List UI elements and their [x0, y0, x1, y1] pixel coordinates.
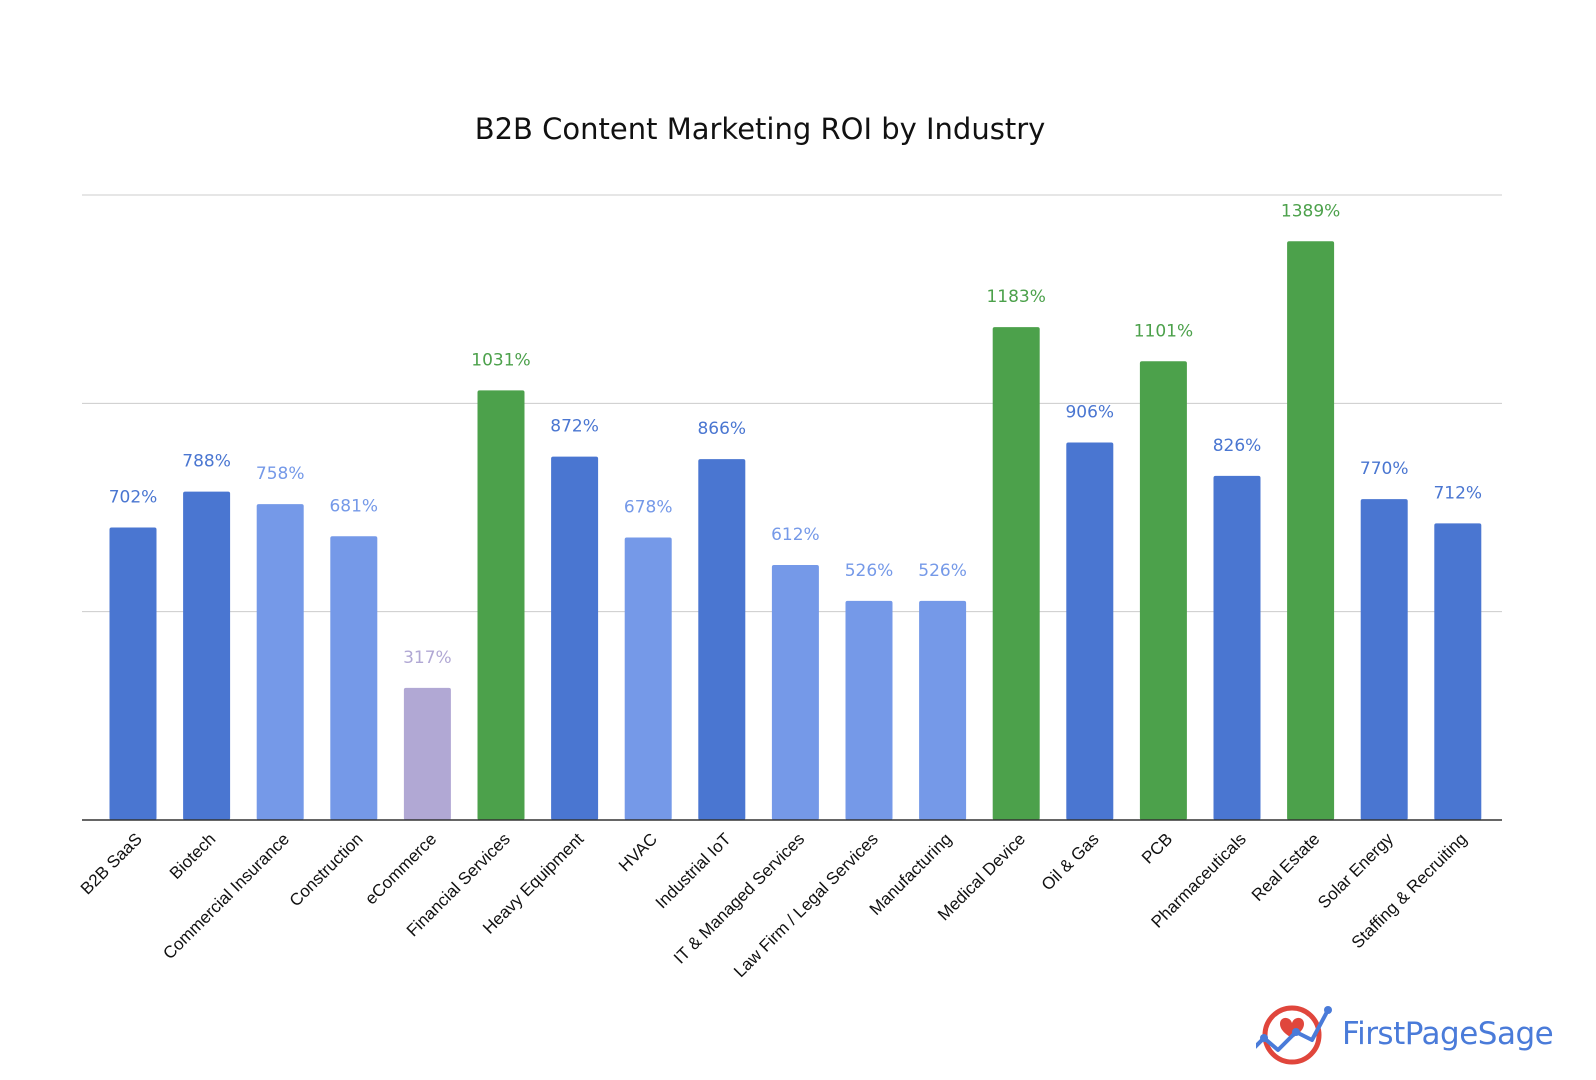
logo-dot [1324, 1006, 1332, 1014]
bar [771, 565, 819, 820]
bar-value-label: 712% [1433, 483, 1482, 503]
bar-value-label: 317% [403, 648, 452, 668]
category-label: Biotech [166, 829, 220, 883]
bar [919, 600, 967, 820]
bar-value-label: 1101% [1134, 321, 1193, 341]
bar [992, 327, 1040, 820]
bar [256, 504, 304, 820]
bar-value-label: 1389% [1281, 201, 1340, 221]
bar-value-label: 1183% [986, 287, 1045, 307]
category-label: HVAC [615, 829, 661, 875]
category-label: Oil & Gas [1038, 829, 1103, 894]
bar-value-label: 681% [329, 496, 378, 516]
bar [403, 687, 451, 820]
bar-value-label: 612% [771, 525, 820, 545]
bar [477, 390, 525, 820]
chart-title: B2B Content Marketing ROI by Industry [474, 112, 1046, 146]
category-label: eCommerce [361, 829, 440, 908]
bar-value-label: 1031% [471, 350, 530, 370]
category-label: Commercial Insurance [159, 829, 293, 963]
bar-value-label: 906% [1065, 403, 1114, 423]
category-label: B2B SaaS [77, 829, 146, 898]
bar-value-label: 526% [845, 561, 894, 581]
bar [1139, 361, 1187, 820]
bar-value-label: 866% [697, 419, 746, 439]
bar [845, 600, 893, 820]
bar [624, 537, 672, 820]
bar-value-label: 526% [918, 561, 967, 581]
logo-dot [1260, 1034, 1268, 1042]
category-label: Real Estate [1248, 829, 1324, 905]
bar [1066, 442, 1114, 820]
category-label: PCB [1138, 829, 1176, 867]
category-label: Industrial IoT [652, 829, 735, 912]
bar-value-label: 872% [550, 417, 599, 437]
bar-value-label: 788% [182, 452, 231, 472]
bar [698, 459, 746, 820]
bar [551, 456, 599, 820]
bar-value-label: 702% [109, 488, 158, 508]
bars [109, 241, 1482, 820]
bar [1287, 241, 1335, 820]
bar-value-label: 770% [1360, 459, 1409, 479]
bar [109, 527, 157, 820]
bar-value-label: 758% [256, 464, 305, 484]
category-label: IT & Managed Services [670, 829, 808, 967]
firstpagesage-logo-icon [1256, 1005, 1332, 1065]
category-label: Law Firm / Legal Services [730, 829, 882, 981]
bar [1360, 499, 1408, 820]
bar-value-label: 826% [1213, 436, 1262, 456]
logo-dot [1292, 1028, 1300, 1036]
bar-value-label: 678% [624, 498, 673, 518]
bar [1213, 475, 1261, 820]
bar [1434, 523, 1482, 820]
bar [330, 536, 378, 820]
value-labels: 702% 788% 758% 681% 317% 1031% 872% 678% 866% 612… [109, 201, 1482, 668]
category-label: Solar Energy [1314, 829, 1397, 912]
category-label: Construction [286, 829, 367, 910]
bar [183, 491, 231, 820]
logo-wordmark: FirstPageSage [1342, 1016, 1554, 1052]
